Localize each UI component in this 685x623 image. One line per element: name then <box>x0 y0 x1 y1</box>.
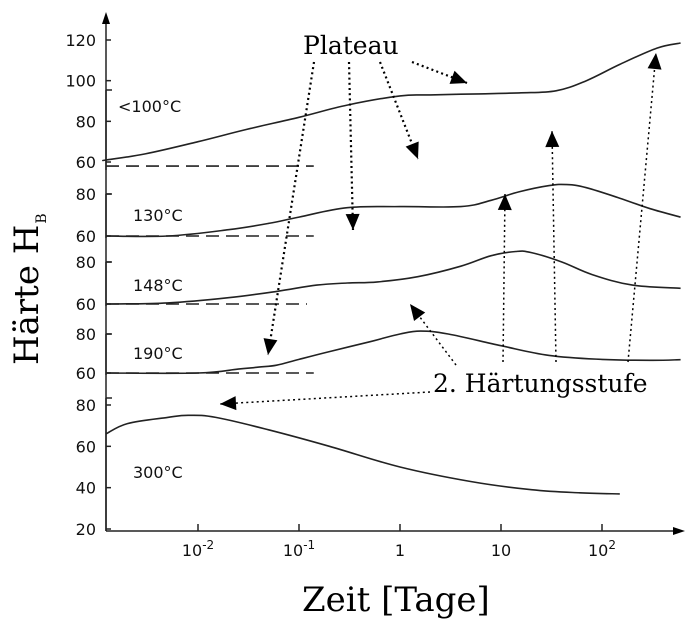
stage2-arrow-148-head <box>497 194 512 211</box>
y-axis-title: Härte H B <box>7 213 50 365</box>
temperature-label: 130°C <box>133 206 183 225</box>
hardness-curve-4 <box>105 414 620 495</box>
panel-2-y-tick: 80 <box>76 253 96 272</box>
panel-3-y-tick: 80 <box>76 325 96 344</box>
hardness-curve-3 <box>105 330 681 375</box>
stage2-arrow-130 <box>551 130 557 363</box>
stage2-arrow-148 <box>502 193 506 363</box>
hardness-curves <box>102 42 681 495</box>
panel-3-y-tick: 60 <box>76 364 96 383</box>
panel-0-y-tick: 120 <box>65 31 96 50</box>
plateau-arrow-100-head <box>449 70 467 84</box>
x-tick-label: 10 <box>491 541 511 560</box>
y-axis-title-subscript: B <box>34 213 50 223</box>
panel-frames <box>102 12 685 535</box>
temperature-label: 148°C <box>133 276 183 295</box>
panel-1-y-tick: 80 <box>76 185 96 204</box>
plateau-annotation: Plateau <box>303 31 399 60</box>
plateau-arrow-190-head <box>263 338 278 355</box>
x-tick-label: 1 <box>395 541 405 560</box>
panel-4-y-tick: 60 <box>76 437 96 456</box>
panel-0-y-tick: 60 <box>76 153 96 172</box>
hardness-curve-0 <box>102 42 681 162</box>
x-tick-label: 10-1 <box>283 538 315 560</box>
panel-4-y-tick: 40 <box>76 479 96 498</box>
hardness-curve-2 <box>105 250 681 305</box>
y-axis-arrowhead <box>102 12 110 24</box>
temperature-labels: <100°C 130°C 148°C 190°C 300°C <box>118 97 183 482</box>
temperature-label: <100°C <box>118 97 181 116</box>
x-tick-label: 10-2 <box>182 538 214 560</box>
panel-2-y-tick: 60 <box>76 295 96 314</box>
plateau-arrow-130-head <box>405 141 419 159</box>
y-axis-title-main: Härte H <box>7 225 47 365</box>
panel-1-y-tick: 60 <box>76 227 96 246</box>
temperature-label: 300°C <box>133 463 183 482</box>
panel-4-y-tick: 80 <box>76 396 96 415</box>
stage2-arrow-100-head <box>647 53 662 70</box>
x-axis-arrowhead <box>673 527 685 535</box>
panel-4-y-tick: 20 <box>76 520 96 539</box>
x-tick-label: 102 <box>588 538 616 560</box>
stage2-arrow-190-head <box>410 304 426 321</box>
x-axis-title: Zeit [Tage] <box>302 580 490 620</box>
stage2-arrow-100 <box>627 52 657 363</box>
x-tick-labels: 10-2 10-1 1 10 102 <box>182 538 616 560</box>
annotation-arrows <box>219 52 662 411</box>
panel-0-y-tick: 100 <box>65 72 96 91</box>
second-hardening-annotation: 2. Härtungsstufe <box>433 369 648 398</box>
stage2-arrow-300-head <box>220 396 237 411</box>
plateau-arrow-148 <box>347 61 355 231</box>
plateau-arrow-130 <box>378 61 420 160</box>
stage2-arrow-130-head <box>545 131 560 148</box>
y-tick-labels: 60 80 100 120 60 80 60 80 60 80 20 40 60 80 <box>65 31 96 539</box>
stage2-arrow-300 <box>219 391 431 405</box>
plateau-arrow-190 <box>266 61 316 356</box>
temperature-label: 190°C <box>133 344 183 363</box>
plateau-arrow-148-head <box>345 213 360 230</box>
panel-0-y-tick: 80 <box>76 112 96 131</box>
hardness-curve-1 <box>105 183 681 238</box>
